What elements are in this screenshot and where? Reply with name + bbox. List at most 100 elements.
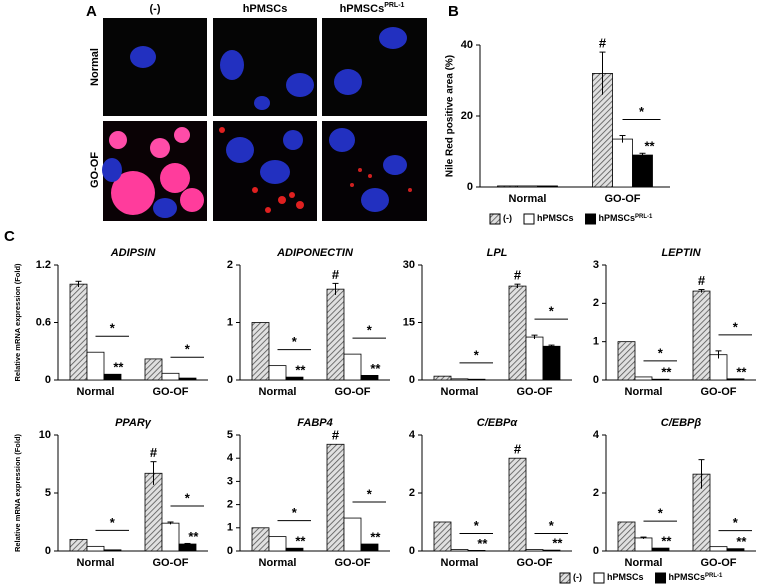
- x-tick-label: Normal: [441, 386, 479, 398]
- y-tick-label: 2: [227, 259, 233, 271]
- bar: [161, 522, 180, 552]
- significance-mark: **: [736, 364, 747, 379]
- y-tick-label: 0.6: [36, 316, 51, 328]
- significance-mark: #: [514, 442, 522, 457]
- significance-mark: **: [295, 534, 306, 549]
- significance-mark: #: [332, 267, 340, 282]
- legend-text: hPMSCs: [537, 213, 574, 223]
- y-axis-label: Relative mRNA expression (Fold): [13, 433, 22, 552]
- significance-mark: *: [367, 323, 373, 338]
- y-tick-label: 1: [227, 316, 233, 328]
- bar: [433, 375, 452, 381]
- bar: [537, 185, 558, 188]
- legend-label: hPMSCsPRL-1: [669, 572, 724, 582]
- legend-sup: PRL-1: [635, 214, 653, 220]
- micrographs: [102, 18, 427, 221]
- significance-mark: *: [733, 319, 739, 334]
- panel-label: A: [86, 3, 97, 20]
- column-label: (-): [150, 3, 161, 15]
- significance-mark: *: [185, 342, 191, 357]
- significance-mark: **: [661, 534, 672, 549]
- legend-label: (-): [573, 572, 582, 582]
- bar: [69, 283, 88, 381]
- chart-title: ADIPSIN: [110, 247, 157, 259]
- bar: [268, 536, 287, 552]
- bar: [360, 543, 379, 552]
- bar: [450, 378, 469, 381]
- bar: [251, 322, 270, 381]
- significance-mark: *: [639, 104, 645, 119]
- y-tick-label: 0: [593, 545, 599, 557]
- significance-mark: *: [474, 347, 480, 362]
- bar: [326, 443, 345, 552]
- significance-mark: **: [370, 529, 381, 544]
- chart-title: LEPTIN: [661, 247, 701, 259]
- bar: [634, 537, 653, 552]
- chart-title: LPL: [487, 247, 508, 259]
- bar: [517, 185, 538, 188]
- significance-mark: **: [113, 360, 124, 375]
- significance-mark: #: [599, 36, 607, 51]
- bar: [467, 378, 486, 381]
- significance-mark: *: [733, 515, 739, 530]
- bar: [497, 185, 518, 188]
- significance-mark: **: [370, 361, 381, 376]
- x-tick-label: Normal: [509, 193, 547, 205]
- y-tick-label: 1.2: [36, 259, 51, 271]
- x-tick-label: Normal: [259, 557, 297, 569]
- y-tick-label: 0: [45, 374, 51, 386]
- bar: [525, 549, 544, 552]
- legend-swatch: [655, 572, 667, 584]
- legend-text: (-): [573, 572, 582, 582]
- y-tick-label: 1: [593, 336, 599, 348]
- bar: [617, 521, 636, 552]
- significance-mark: *: [110, 321, 116, 336]
- x-tick-label: GO-OF: [700, 386, 736, 398]
- legend-sup: PRL-1: [705, 573, 723, 579]
- bar: [542, 549, 561, 552]
- bar: [508, 285, 527, 381]
- bar: [161, 372, 180, 381]
- significance-mark: *: [549, 518, 555, 533]
- panel-label: B: [448, 3, 459, 20]
- x-tick-label: Normal: [77, 386, 115, 398]
- y-tick-label: 4: [593, 429, 600, 441]
- bar: [360, 374, 379, 381]
- legend-swatch: [489, 213, 501, 225]
- x-tick-label: GO-OF: [152, 557, 188, 569]
- significance-mark: *: [549, 304, 555, 319]
- x-tick-label: Normal: [259, 386, 297, 398]
- significance-mark: **: [295, 363, 306, 378]
- y-tick-label: 40: [461, 39, 473, 51]
- y-tick-label: 2: [593, 487, 599, 499]
- y-tick-label: 4: [409, 429, 416, 441]
- significance-mark: **: [188, 529, 199, 544]
- significance-mark: *: [292, 334, 298, 349]
- x-tick-label: GO-OF: [334, 557, 370, 569]
- y-tick-label: 0: [409, 374, 415, 386]
- significance-mark: *: [110, 515, 116, 530]
- significance-mark: **: [477, 536, 488, 551]
- chart-title: PPARγ: [115, 417, 152, 429]
- bar: [326, 288, 345, 381]
- bar: [709, 546, 728, 552]
- column-label: hPMSCsPRL-1: [340, 2, 405, 15]
- chart-title: C/EBPα: [477, 417, 519, 429]
- significance-mark: #: [698, 273, 706, 288]
- bar: [268, 365, 287, 381]
- legend-text: hPMSCs: [607, 572, 644, 582]
- legend-swatch: [593, 572, 605, 584]
- bar: [651, 378, 670, 381]
- x-tick-label: Normal: [625, 557, 663, 569]
- legend-label: hPMSCs: [607, 572, 644, 582]
- significance-mark: **: [552, 536, 563, 551]
- y-tick-label: 2: [409, 487, 415, 499]
- x-tick-label: GO-OF: [334, 386, 370, 398]
- y-tick-label: 1: [227, 522, 233, 534]
- y-tick-label: 5: [227, 429, 233, 441]
- bar: [542, 345, 561, 381]
- y-tick-label: 4: [227, 452, 234, 464]
- significance-mark: #: [514, 268, 522, 283]
- legend-text: hPMSCs: [669, 572, 706, 582]
- significance-mark: #: [332, 428, 340, 443]
